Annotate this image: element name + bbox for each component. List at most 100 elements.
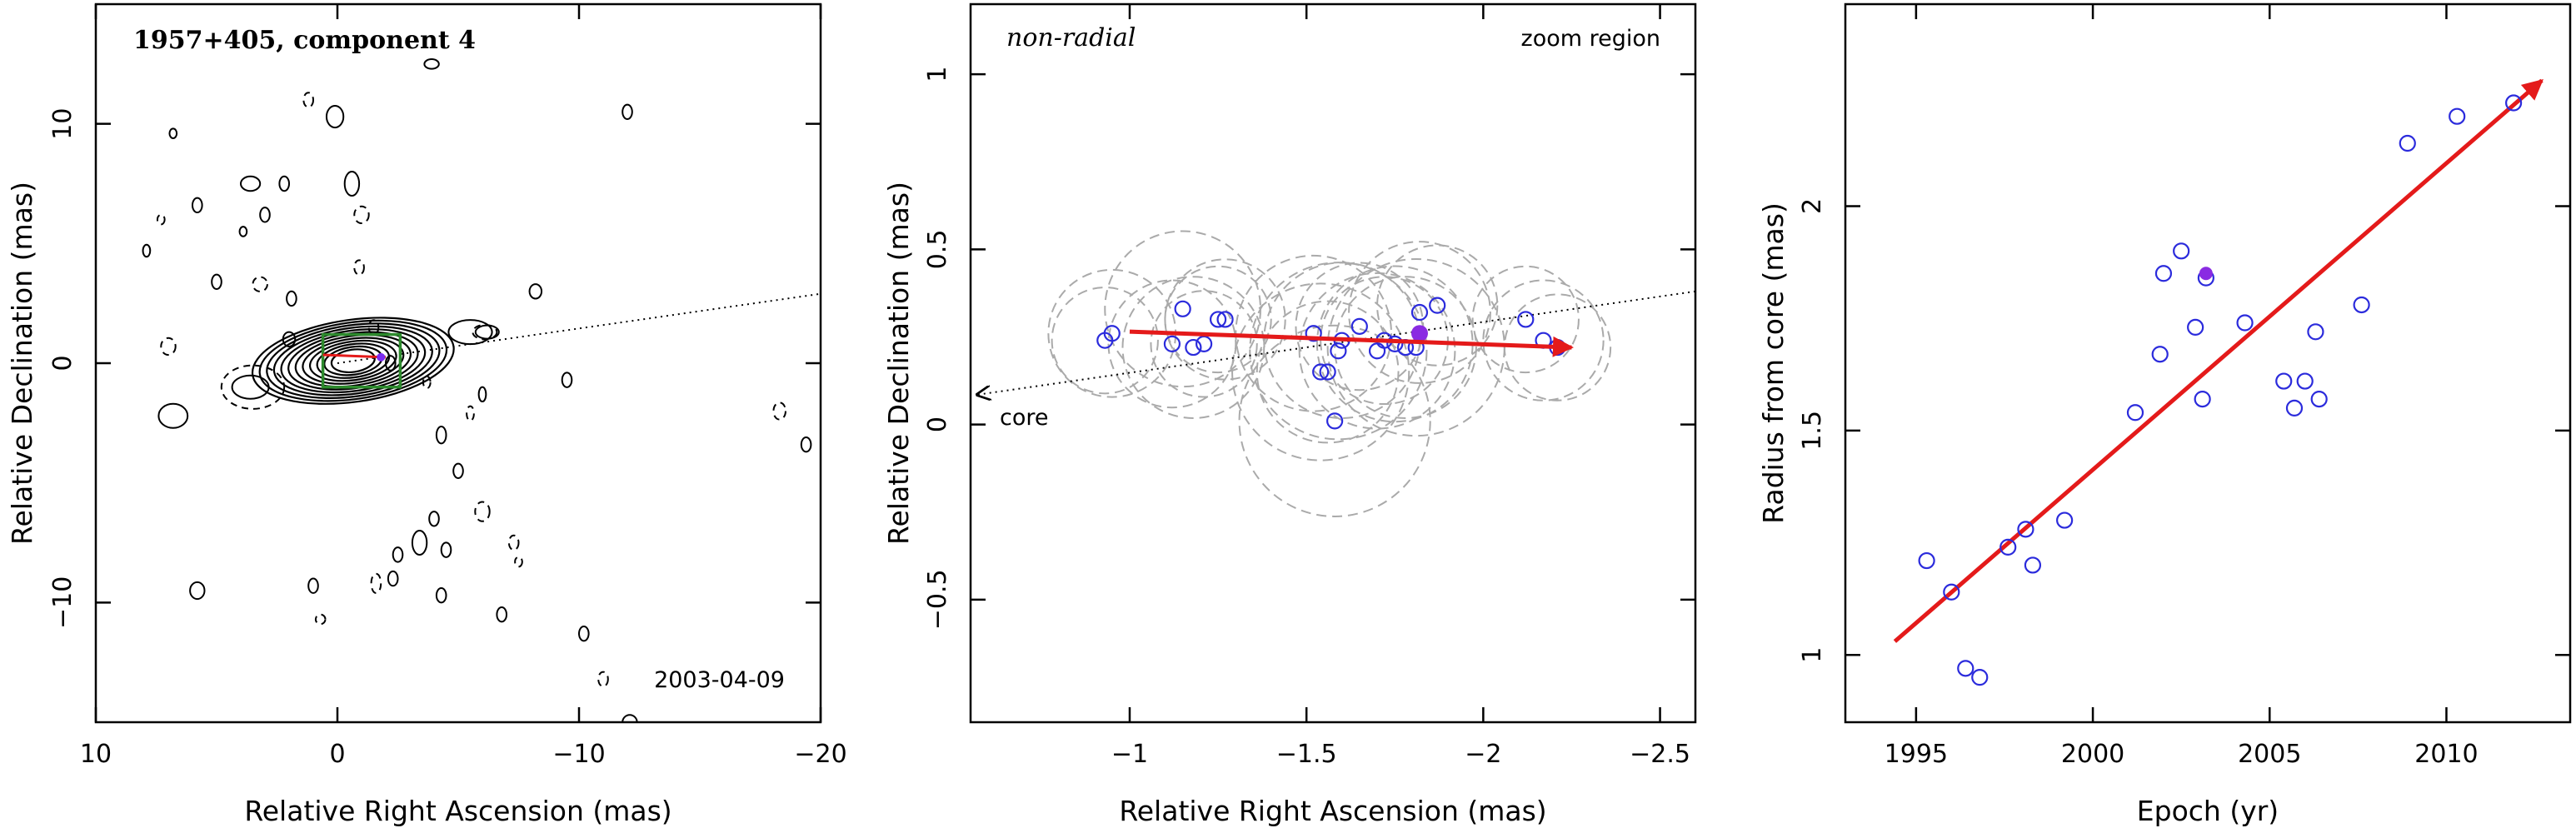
error-circle — [1164, 258, 1286, 381]
data-point — [1971, 669, 1989, 686]
y-axis-title: Radius from core (mas) — [1757, 202, 1790, 524]
data-point — [1326, 412, 1344, 430]
data-point — [2399, 134, 2416, 152]
plot-frame — [94, 2, 822, 724]
contour — [240, 175, 262, 192]
data-point — [1386, 335, 1404, 352]
data-point — [1943, 583, 1960, 601]
error-circle — [1231, 282, 1410, 461]
panel-title: 1957+405, component 4 — [133, 26, 476, 55]
contour — [238, 226, 248, 237]
y-tick-label: 1.5 — [1798, 411, 1827, 451]
data-point — [2017, 521, 2034, 538]
x-axis-title: Relative Right Ascension (mas) — [244, 795, 671, 827]
error-circle — [1164, 265, 1272, 374]
contour — [474, 501, 491, 522]
error-circle — [1107, 279, 1237, 409]
contour — [259, 207, 271, 223]
data-point — [1350, 317, 1368, 335]
data-point — [1174, 300, 1191, 317]
x-axis-title: Epoch (yr) — [2137, 795, 2279, 827]
data-point — [2449, 107, 2466, 125]
error-circle — [1238, 324, 1431, 517]
panel-zoom-region: −1 −1.5 −2 −2.5 −0.5 0 0.5 1 non-radial zoom re… — [882, 2, 1697, 827]
contour — [428, 511, 440, 527]
data-point — [1216, 311, 1234, 328]
plot-frame — [969, 2, 1697, 724]
error-circle — [1334, 276, 1477, 419]
contour — [452, 462, 464, 479]
contour — [561, 372, 573, 388]
y-tick-label: 0.5 — [923, 229, 952, 269]
panel-title: non-radial — [1006, 23, 1136, 52]
contour — [772, 402, 786, 421]
data-point — [2307, 323, 2324, 341]
y-tick-label: 1 — [923, 67, 952, 82]
data-point — [1319, 363, 1336, 381]
data-point — [1330, 342, 1347, 360]
contour — [435, 587, 447, 604]
panel-radius-vs-epoch: 1995 2000 2005 2010 1 1.5 2 Epoch (yr) Radius … — [1757, 2, 2572, 827]
contour — [220, 364, 286, 410]
highlighted-point — [2199, 267, 2213, 281]
error-circle — [1150, 290, 1258, 398]
zoom-region-label: zoom region — [1521, 26, 1660, 52]
contour — [252, 276, 268, 292]
contour — [302, 337, 405, 385]
contour — [272, 325, 433, 397]
x-tick-label: −10 — [552, 740, 605, 769]
contour — [422, 375, 432, 390]
component-marker — [377, 352, 386, 362]
contour — [302, 92, 315, 108]
data-point — [2353, 296, 2370, 314]
contour — [168, 127, 178, 139]
y-tick-label: −0.5 — [923, 569, 952, 630]
y-tick-label: 1 — [1798, 647, 1827, 663]
motion-vector-arrow — [1129, 329, 1574, 357]
contour — [353, 205, 370, 225]
x-tick-label: −2.5 — [1630, 740, 1690, 769]
contour — [314, 613, 327, 626]
contour — [507, 534, 520, 551]
y-tick-label: 2 — [1798, 198, 1827, 214]
contour — [800, 436, 812, 453]
data-point — [1957, 660, 1974, 677]
contour — [411, 530, 428, 556]
data-point — [2310, 391, 2328, 408]
error-circle — [1503, 293, 1612, 402]
data-point — [2056, 511, 2074, 529]
contour — [477, 386, 487, 403]
data-point — [1312, 363, 1330, 381]
data-point — [1429, 297, 1446, 314]
data-point — [1163, 335, 1181, 352]
data-point — [1410, 303, 1429, 322]
contour — [231, 374, 270, 400]
contour — [597, 671, 609, 687]
contour — [258, 319, 448, 402]
data-point — [2194, 391, 2211, 408]
component-motion-mark — [322, 353, 387, 359]
error-circle — [1249, 262, 1428, 441]
data-point — [2173, 242, 2190, 260]
x-tick-label: 2005 — [2238, 740, 2301, 769]
contour — [474, 324, 500, 340]
data-point — [2187, 318, 2204, 336]
data-point — [2154, 265, 2173, 282]
error-circle — [1121, 276, 1266, 419]
contour — [282, 331, 297, 347]
data-point — [2275, 372, 2293, 390]
contour — [325, 104, 345, 129]
error-circle — [1376, 244, 1499, 367]
y-axis-title: Relative Declination (mas) — [882, 182, 915, 545]
x-tick-label: 10 — [80, 740, 112, 769]
contour-map — [142, 58, 812, 722]
contour — [392, 546, 404, 563]
contour — [286, 290, 297, 307]
x-tick-label: −20 — [794, 740, 846, 769]
data-point — [2504, 94, 2523, 112]
data-point — [1918, 551, 1935, 570]
data-point — [2151, 346, 2169, 363]
error-circle — [1471, 265, 1580, 374]
contour — [440, 541, 452, 558]
